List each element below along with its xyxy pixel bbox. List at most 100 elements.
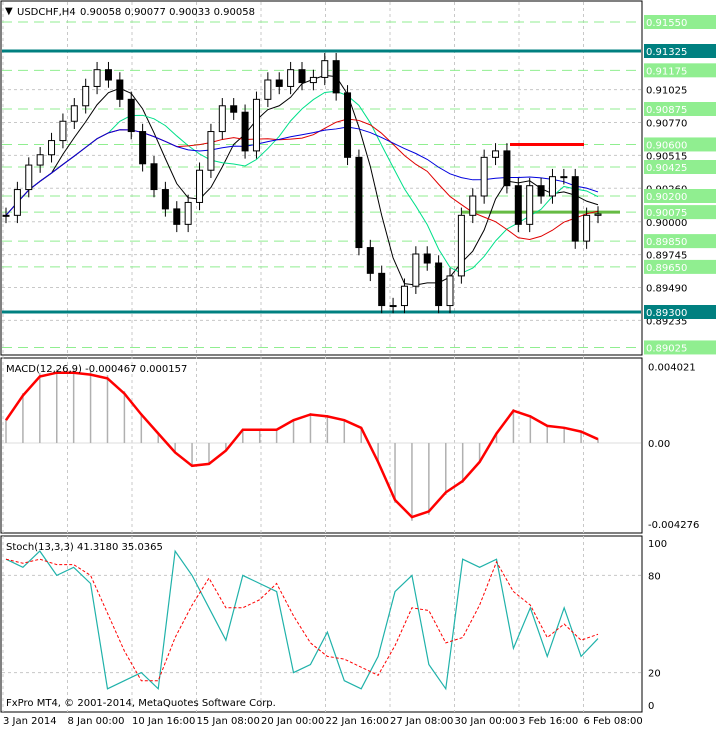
x-tick-label: 3 Feb 16:00 [519,716,578,727]
candle-bull [389,305,397,308]
key-level-label: 0.91325 [646,47,687,58]
candle-bear [423,253,431,264]
level-price-label: 0.90600 [646,140,687,151]
candle-bull [469,195,477,216]
candle-bull [196,169,204,203]
price-tick-label: 0.89490 [646,284,687,295]
key-level-tag [644,44,716,58]
level-price-tag [644,259,716,274]
x-tick-label: 27 Jan 08:00 [390,716,453,727]
level-price-tag [644,189,716,204]
candle-bear [116,79,124,100]
candle-bull [457,214,465,277]
price-tick-label: 0.90770 [646,119,687,130]
candle-bull [321,60,329,78]
level-price-tag [644,340,716,355]
candle-bear [537,185,545,197]
level-price-tag [644,63,716,78]
candle-bull [59,120,67,142]
level-price-tag [644,160,716,175]
level-price-label: 0.90875 [646,105,687,116]
ohlc-label: 0.90058 0.90077 0.90033 0.90058 [80,7,255,18]
candle-bull [70,105,78,122]
level-price-tag [644,234,716,249]
macd-title: MACD(12,26,9) -0.000467 0.000157 [6,364,187,375]
stoch-tick-label: 20 [648,669,661,680]
candle-bear [514,185,522,225]
macd-panel-border [0,357,643,534]
x-tick-label: 8 Jan 00:00 [68,716,125,727]
key-level-tag [644,305,716,320]
candle-bull [583,214,591,242]
candle-bear [161,189,169,210]
macd-tick-label: 0.00 [648,439,670,450]
candle-bear [355,156,363,249]
candle-bull [548,176,556,197]
candle-bull [526,185,534,225]
level-price-label: 0.89850 [646,237,687,248]
candle-bear [275,79,283,87]
x-tick-label: 6 Feb 08:00 [584,716,643,727]
candle-bull [184,201,192,225]
price-tick-label: 0.90000 [646,218,687,229]
macd-tick-label: 0.004021 [648,363,696,374]
x-tick-label: 15 Jan 08:00 [197,716,260,727]
level-price-tag [644,102,716,117]
candle-bull [400,285,408,307]
candle-bull [309,76,317,84]
candle-bull [36,154,44,166]
x-tick-label: 22 Jan 16:00 [326,716,389,727]
candle-bull [446,275,454,307]
candle-bull [13,189,21,216]
level-price-label: 0.89025 [646,343,687,354]
x-tick-label: 10 Jan 16:00 [132,716,195,727]
candle-bull [412,253,420,287]
candle-bull [48,140,56,156]
candle-bear [503,150,511,187]
candle-bull [207,131,215,171]
candle-bear [241,111,249,152]
level-price-label: 0.89650 [646,263,687,274]
stoch-main-line [5,549,599,691]
candle-bear [173,208,181,225]
level-price-tag [644,205,716,220]
candle-bear [332,60,340,94]
candle-bear [571,176,579,242]
candle-bear [104,69,112,81]
candle-bear [127,98,135,133]
candle-bull [82,85,90,107]
x-tick-label: 30 Jan 00:00 [455,716,518,727]
candle-bear [435,262,443,307]
level-price-label: 0.90425 [646,163,687,174]
candle-bull [480,156,488,197]
candle-bull [492,150,500,158]
level-price-label: 0.91550 [646,18,687,29]
price-tick-label: 0.90515 [646,151,687,162]
stoch-tick-label: 100 [648,539,667,550]
main-panel-border [0,0,643,356]
candle-bull [25,164,33,191]
level-price-tag [644,137,716,152]
level-price-label: 0.90075 [646,208,687,219]
x-tick-label: 20 Jan 00:00 [261,716,324,727]
x-tick-label: 3 Jan 2014 [3,716,57,727]
price-tick-label: 0.89235 [646,316,687,327]
ma-long-line [5,126,599,216]
candle-bull [264,79,272,100]
candle-bull [594,213,602,216]
candle-bull [252,98,260,152]
symbol-label: USDCHF,H4 [17,7,76,18]
candle-bull [93,69,101,87]
stoch-title: Stoch(13,3,3) 41.3180 35.0365 [6,542,163,553]
candle-bull [2,214,10,217]
collapse-triangle-icon[interactable]: ▼ [5,6,13,17]
candle-bear [139,131,147,165]
candle-bear [150,163,158,191]
candle-bear [366,247,374,274]
stoch-signal-line [5,558,599,682]
macd-tick-label: -0.004276 [648,520,699,531]
candle-bear [298,69,306,84]
level-price-tag [644,14,716,29]
stoch-tick-label: 0 [648,701,654,712]
